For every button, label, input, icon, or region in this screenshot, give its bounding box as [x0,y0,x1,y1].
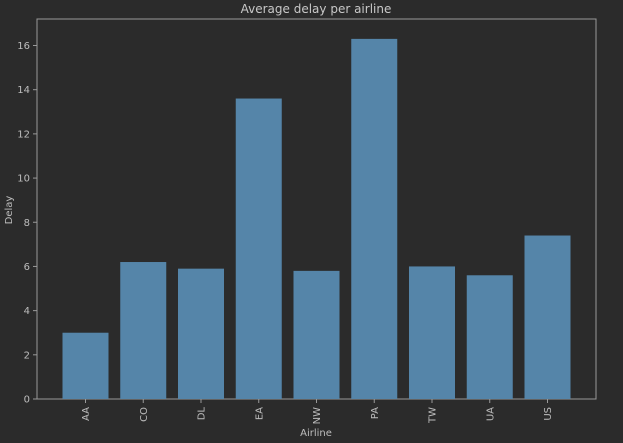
bar-co [120,262,167,399]
bar-ua [466,275,513,399]
y-tick-label: 6 [24,262,30,273]
x-tick-label: PA [370,407,381,419]
chart-title: Average delay per airline [241,2,392,16]
x-tick-label: US [543,407,554,421]
x-tick-label: AA [81,407,92,421]
x-axis-title: Airline [300,428,332,439]
x-tick-label: NW [312,407,323,424]
x-tick-label: UA [485,407,496,421]
y-tick-label: 16 [17,41,30,52]
x-tick-label: CO [139,407,150,422]
x-tick-label: EA [254,407,265,420]
bar-pa [351,38,398,399]
y-tick-label: 0 [24,395,30,406]
bar-tw [409,266,455,399]
y-tick-label: 12 [17,129,30,140]
y-tick-label: 4 [24,306,30,317]
y-axis: 0 2 4 6 8 10 12 14 16 [17,41,37,406]
x-axis: AA CO DL EA NW PA TW UA US [81,399,554,424]
bar-us [524,235,571,399]
x-tick-label: DL [197,407,208,421]
y-tick-label: 2 [24,350,30,361]
y-tick-label: 14 [17,85,30,96]
bar-ea [235,98,282,399]
bar-dl [178,268,224,399]
bar-aa [62,332,109,399]
x-tick-label: TW [428,407,439,424]
bars-group [62,38,571,399]
y-tick-label: 8 [24,218,30,229]
y-tick-label: 10 [17,174,30,185]
bar-nw [293,270,340,399]
y-axis-title: Delay [4,196,15,225]
